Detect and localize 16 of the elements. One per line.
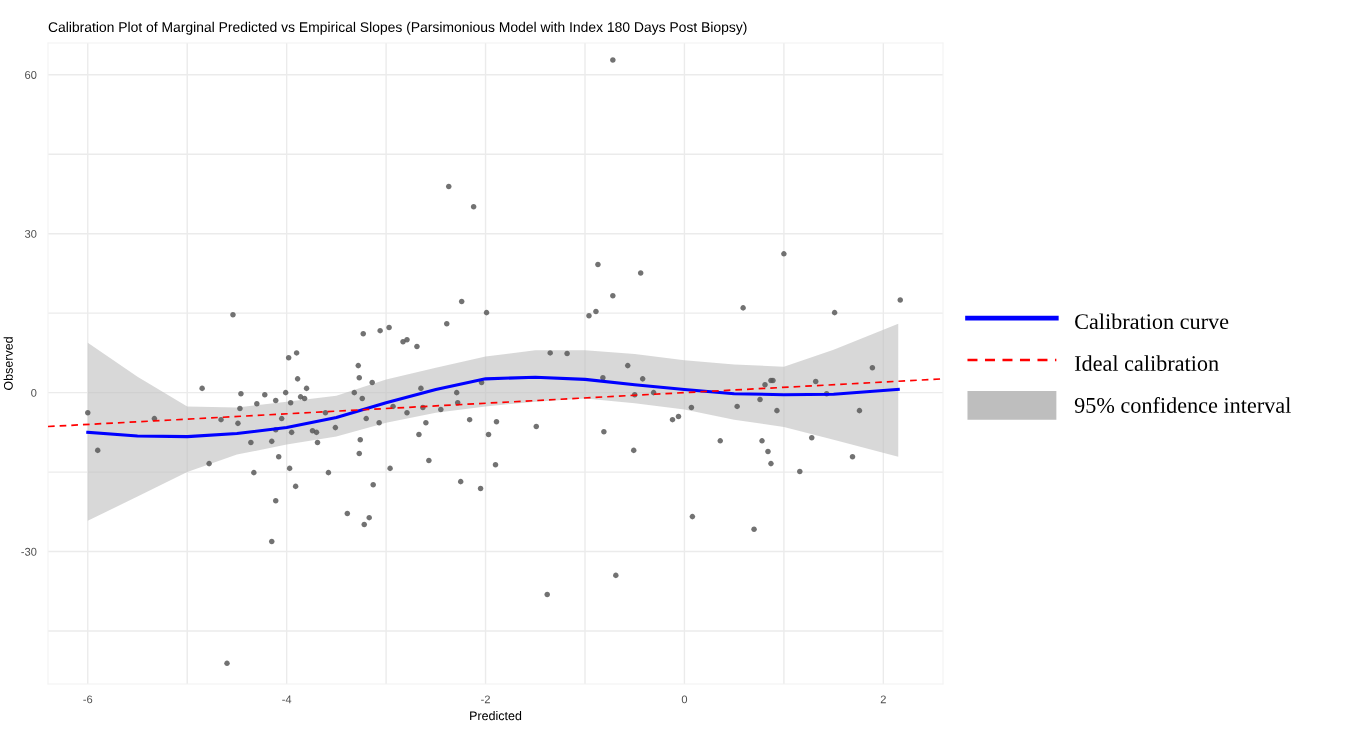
x-tick-label: 2 [880, 695, 886, 704]
y-tick-label: 0 [31, 388, 37, 397]
x-axis-title: Predicted [470, 711, 522, 721]
x-tick-label: -6 [83, 695, 93, 704]
y-axis-title: Observed [3, 337, 13, 390]
legend-label: Ideal calibration [1074, 355, 1219, 371]
y-tick-label: 30 [24, 229, 37, 238]
x-tick-label: -4 [282, 695, 292, 704]
x-tick-label: 0 [681, 695, 688, 704]
y-tick-label: -30 [21, 547, 37, 556]
chart-title: Calibration Plot of Marginal Predicted vs Empirical Slopes (Parsimonious Model with Index 180 Days Post Biopsy) [48, 21, 747, 35]
text: 95% confidence interval [1074, 397, 1291, 413]
y-tick-label: 60 [25, 71, 37, 79]
line-series [86, 375, 900, 439]
x-tick-label: -2 [481, 695, 490, 704]
legend-label: Calibration curve [1075, 313, 1229, 330]
